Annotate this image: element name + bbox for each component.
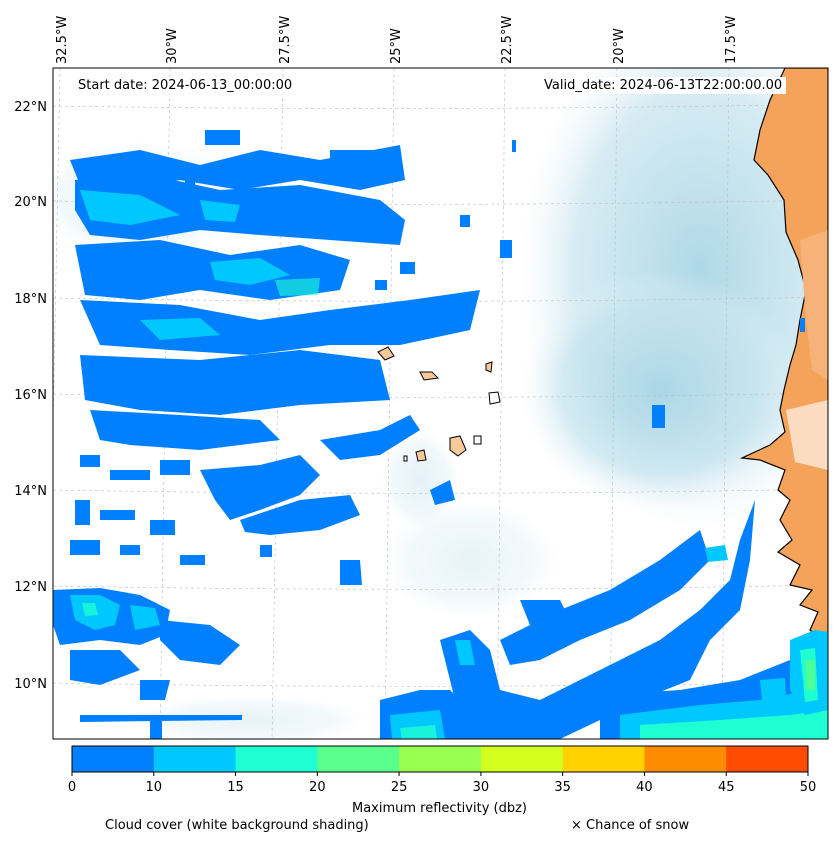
colorbar-segment (562, 746, 645, 772)
colorbar-segment (480, 746, 564, 772)
lon-label: 17.5°W (724, 16, 739, 64)
colorbar (71, 745, 809, 773)
lat-label: 16°N (14, 388, 47, 403)
africa-inland (800, 230, 828, 380)
colorbar-segment (153, 746, 237, 772)
africa-coast (739, 68, 828, 739)
start-date-label: Start date: 2024-06-13_00:00:00 (74, 77, 297, 94)
colorbar-tick-label: 35 (554, 780, 571, 795)
colorbar-label: Maximum reflectivity (dbz) (352, 801, 527, 816)
lon-label: 32.5°W (55, 16, 70, 64)
colorbar-segment (317, 746, 400, 772)
colorbar-segment (399, 746, 482, 772)
colorbar-tick-label: 40 (636, 780, 653, 795)
longitude-labels: 32.5°W 30°W 27.5°W 25°W 22.5°W 20°W 17.5… (55, 16, 739, 64)
colorbar-segment (72, 746, 155, 772)
colorbar-ticks: 0 10 15 20 25 30 35 40 45 50 (68, 772, 816, 795)
cape-verde-islands (377, 346, 501, 462)
colorbar-tick-label: 50 (800, 780, 817, 795)
coast-whitespot (786, 400, 828, 470)
colorbar-frame (71, 745, 809, 773)
snow-legend: × Chance of snow (571, 818, 690, 833)
lat-label: 18°N (14, 292, 47, 307)
colorbar-tick-label: 45 (718, 780, 735, 795)
colorbar-tick-label: 0 (68, 780, 76, 795)
lon-label: 20°W (612, 28, 627, 64)
colorbar-tick-label: 20 (309, 780, 326, 795)
lat-label: 14°N (14, 484, 47, 499)
lon-label: 22.5°W (500, 16, 515, 64)
cloud-cover-legend: Cloud cover (white background shading) (105, 818, 369, 833)
colorbar-tick-label: 10 (146, 780, 163, 795)
reflectivity-field (53, 130, 828, 739)
lon-label: 30°W (165, 28, 180, 64)
lat-label: 20°N (14, 195, 47, 210)
cloud-cover-shading (53, 68, 828, 739)
colorbar-segment (235, 746, 318, 772)
lat-label: 22°N (14, 100, 47, 115)
colorbar-tick-label: 25 (391, 780, 408, 795)
lon-label: 25°W (389, 28, 404, 64)
colorbar-segment (644, 746, 727, 772)
colorbar-segment (726, 746, 809, 772)
plot-frame (52, 67, 829, 740)
colorbar-tick-label: 15 (227, 780, 244, 795)
valid-date-label: Valid_date: 2024-06-13T22:00:00.00 (540, 77, 787, 94)
lat-label: 12°N (14, 580, 47, 595)
lat-label: 10°N (14, 677, 47, 692)
lon-label: 27.5°W (278, 16, 293, 64)
latitude-labels: 22°N 20°N 18°N 16°N 14°N 12°N 10°N (14, 100, 47, 692)
colorbar-tick-label: 30 (473, 780, 490, 795)
